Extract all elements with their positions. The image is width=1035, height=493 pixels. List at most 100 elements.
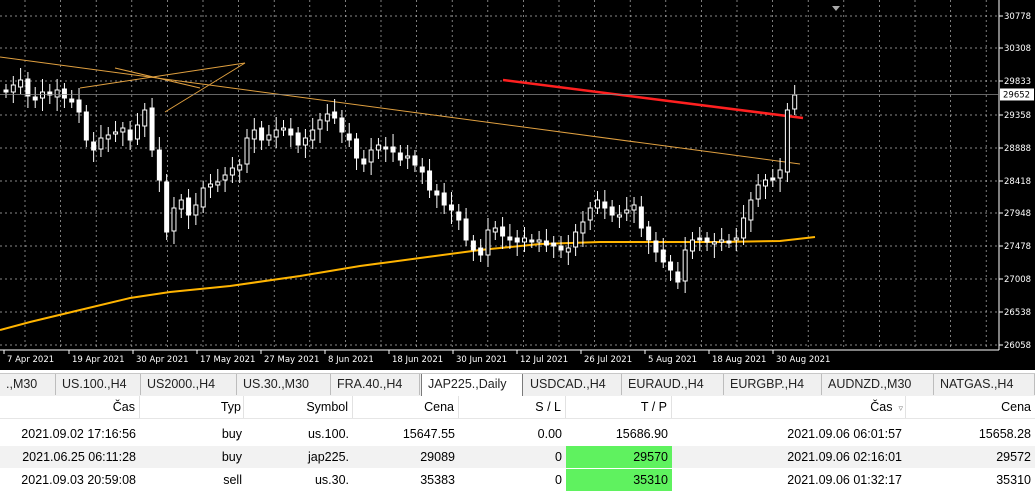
candle-body [587,207,593,221]
date-label: 8 Jun 2021 [328,355,374,365]
candle-body [354,138,360,159]
col-symbol[interactable]: Symbol [244,396,353,418]
col-type[interactable]: Typ [140,396,244,418]
candle-body [551,242,557,247]
candle-body [521,237,527,243]
sl-cell: 0 [555,473,562,487]
candle-body [76,99,82,113]
tab-us30[interactable]: US.30.,M30 [237,374,331,395]
price-label: 28418 [1004,177,1031,187]
candle-body [602,201,608,209]
table-row[interactable]: 2021.06.25 06:11:28 buy jap225. 29089 0 … [0,446,1035,468]
tab-fra40[interactable]: FRA.40.,H4 [331,374,420,395]
candle-body [697,237,703,241]
candle-body [514,237,520,243]
price-label: 29358 [1004,111,1031,121]
red-trend-line [502,78,804,120]
col-open-time[interactable]: Čas [0,396,140,418]
candle-body [120,127,126,133]
cur-price-cell: 35310 [996,473,1031,487]
candle-body [580,221,586,234]
tab-us2000[interactable]: US2000.,H4 [141,374,237,395]
date-label: 18 Jun 2021 [392,355,443,365]
candle-body [792,94,798,110]
candle-body [741,217,747,239]
time-cell: 2021.09.06 02:16:01 [787,450,902,464]
candle-body [186,197,192,216]
candle-body [405,155,411,159]
candle-body [748,199,754,221]
candle-body [427,170,433,191]
type-cell: sell [223,473,242,487]
candle-body [441,192,447,206]
chart-shift-icon [832,6,840,11]
candle-body [726,240,732,244]
candle-body [463,218,469,241]
candle-body [390,146,396,153]
date-label: 30 Jun 2021 [456,355,507,365]
candle-body [149,107,155,151]
candle-body [40,91,46,99]
date-label: 26 Jul 2021 [584,355,632,365]
col-price[interactable]: Cena [353,396,459,418]
tab-jap225[interactable]: JAP225.,Daily [421,374,523,396]
col-cur-price[interactable]: Cena [1001,400,1031,414]
type-cell: buy [221,427,242,441]
tab-audnzd[interactable]: AUDNZD.,M30 [822,374,934,395]
col-sl[interactable]: S / L [459,396,566,418]
tab-m30[interactable]: .,M30 [0,374,56,395]
open-time-cell: 2021.09.03 20:59:08 [21,473,136,487]
chart-canvas[interactable]: 30778 30308 29833 29358 28888 28418 27948 27478… [0,0,1035,370]
candle-body [339,117,345,133]
price-label: 30778 [1004,12,1031,22]
candle-body [609,206,615,216]
candle-body [200,187,206,208]
candle-body [646,226,652,241]
candle-body [543,240,549,246]
candle-body [624,209,630,214]
candle-body [288,128,294,136]
candle-body [448,204,454,211]
table-row[interactable]: 2021.09.03 20:59:08 sell us.30. 35383 0 … [0,469,1035,491]
col-tp[interactable]: T / P [566,396,672,418]
sl-cell: 0 [555,450,562,464]
tab-us100[interactable]: US.100.,H4 [56,374,141,395]
candle-body [3,89,9,93]
candle-body [485,229,491,256]
candle-body [295,132,301,146]
candle-body [361,158,367,165]
candle-body [193,204,199,216]
tab-eurgbp[interactable]: EURGBP.,H4 [724,374,822,395]
candle-body [215,181,221,186]
col-time[interactable]: Čas ▿ [672,396,906,418]
candle-body [777,169,783,179]
candle-body [281,127,287,131]
symbol-cell: jap225. [307,450,349,464]
date-label: 17 May 2021 [200,355,255,365]
price-label: 28888 [1004,144,1031,154]
price-label: 30308 [1004,44,1031,54]
candle-body [434,190,440,196]
candle-body [660,249,666,263]
price-cell: 35383 [420,473,455,487]
tab-usdcad[interactable]: USDCAD.,H4 [524,374,622,395]
candle-body [755,184,761,200]
candle-body [558,245,564,251]
tab-euraud[interactable]: EURAUD.,H4 [622,374,724,395]
date-label: 7 Apr 2021 [7,355,54,365]
candle-body [419,166,425,173]
price-chart[interactable]: 30778 30308 29833 29358 28888 28418 27948 27478… [0,0,1035,370]
candle-body [675,271,681,283]
candle-body [178,199,184,210]
price-label: 29833 [1004,77,1031,87]
candle-body [171,207,177,232]
candle-body [302,137,308,146]
table-row[interactable]: 2021.09.02 17:16:56 buy us.100. 15647.55… [0,423,1035,445]
candle-body [113,131,119,135]
candle-body [704,237,710,243]
candle-body [324,113,330,122]
candle-body [83,111,89,141]
tab-natgas[interactable]: NATGAS.,H4 [934,374,1035,395]
candle-body [251,129,257,140]
price-label: 27478 [1004,242,1031,252]
